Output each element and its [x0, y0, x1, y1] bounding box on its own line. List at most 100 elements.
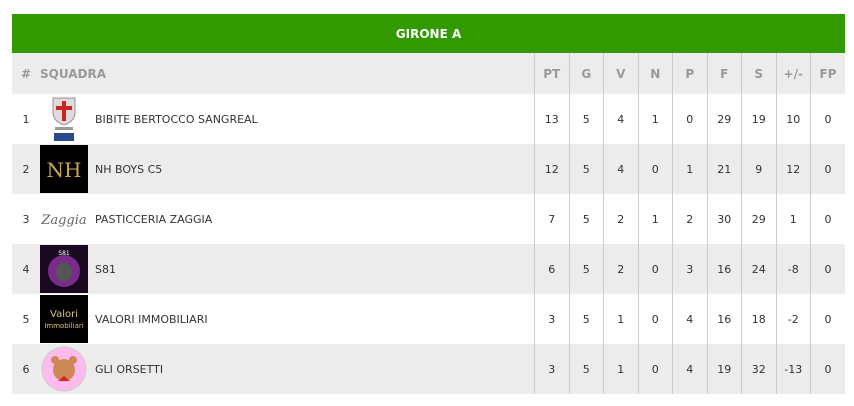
standings-table: GIRONE A # SQUADRA PT G V N P F S +/- FP 1 BIBITE B… [12, 14, 845, 394]
column-header-pos: # [12, 53, 40, 94]
position: 1 [12, 94, 40, 144]
stat-fp: 0 [810, 144, 845, 194]
team-cell: Valori Immobiliari VALORI IMMOBILIARI [40, 294, 535, 344]
stat-v: 2 [603, 194, 638, 244]
column-header-n: N [637, 53, 673, 94]
team-cell: GLI ORSETTI [40, 344, 535, 394]
stat-fp: 0 [810, 94, 845, 144]
stat-f: 30 [706, 194, 742, 244]
table-row: 4 S81 S81 6 5 2 0 3 16 24 -8 0 [12, 244, 845, 294]
team-name[interactable]: NH BOYS C5 [95, 162, 163, 176]
position: 6 [12, 344, 40, 394]
stat-v: 2 [603, 244, 638, 294]
table-row: 2 NH NH BOYS C5 12 5 4 0 1 21 9 12 0 [12, 144, 845, 194]
stat-pt: 6 [534, 244, 569, 294]
stat-n: 1 [637, 94, 673, 144]
stat-s: 24 [741, 244, 776, 294]
svg-text:S81: S81 [58, 250, 70, 257]
stat-p: 3 [672, 244, 707, 294]
team-cell: NH NH BOYS C5 [40, 144, 535, 194]
stat-pt: 13 [534, 94, 569, 144]
team-cell: BIBITE BERTOCCO SANGREAL [40, 94, 535, 144]
nh-gold-logo-icon: NH [40, 145, 88, 193]
stat-diff: 10 [775, 94, 811, 144]
position: 4 [12, 244, 40, 294]
stat-fp: 0 [810, 194, 845, 244]
stat-s: 32 [741, 344, 776, 394]
column-header-diff: +/- [775, 53, 811, 94]
stat-pt: 12 [534, 144, 569, 194]
svg-text:NH: NH [47, 158, 82, 182]
column-header-pt: PT [534, 53, 569, 94]
zaggia-script-logo-icon: Zaggia [40, 195, 88, 243]
stat-fp: 0 [810, 294, 845, 344]
stat-f: 21 [706, 144, 742, 194]
svg-text:Immobiliari: Immobiliari [44, 322, 83, 330]
team-name[interactable]: BIBITE BERTOCCO SANGREAL [95, 112, 258, 126]
stat-s: 19 [741, 94, 776, 144]
column-header-v: V [603, 53, 638, 94]
column-header-s: S [741, 53, 776, 94]
stat-f: 19 [706, 344, 742, 394]
table-row: 1 BIBITE BERTOCCO SANGREAL 13 5 4 1 0 29 19 10 0 [12, 94, 845, 144]
svg-text:Valori: Valori [50, 309, 78, 320]
stat-s: 29 [741, 194, 776, 244]
team-name[interactable]: S81 [95, 262, 116, 276]
stat-f: 16 [706, 294, 742, 344]
stat-p: 1 [672, 144, 707, 194]
stat-p: 4 [672, 294, 707, 344]
column-header-fp: FP [810, 53, 845, 94]
stat-pt: 3 [534, 294, 569, 344]
column-header-f: F [706, 53, 742, 94]
stat-p: 4 [672, 344, 707, 394]
sangreal-shield-logo-icon [40, 95, 88, 143]
stat-s: 18 [741, 294, 776, 344]
stat-s: 9 [741, 144, 776, 194]
stat-g: 5 [568, 344, 604, 394]
stat-g: 5 [568, 194, 604, 244]
table-row: 3 Zaggia PASTICCERIA ZAGGIA 7 5 2 1 2 30 29 1 0 [12, 194, 845, 244]
stat-f: 16 [706, 244, 742, 294]
stat-g: 5 [568, 294, 604, 344]
stat-p: 0 [672, 94, 707, 144]
group-title: GIRONE A [12, 14, 845, 53]
team-cell: Zaggia PASTICCERIA ZAGGIA [40, 194, 535, 244]
stat-n: 0 [637, 244, 673, 294]
s81-alien-logo-icon: S81 [40, 245, 88, 293]
stat-pt: 3 [534, 344, 569, 394]
position: 2 [12, 144, 40, 194]
table-row: 6 GLI ORSETTI 3 5 1 0 4 19 32 -13 0 [12, 344, 845, 394]
stat-n: 0 [637, 344, 673, 394]
stat-n: 1 [637, 194, 673, 244]
team-cell: S81 S81 [40, 244, 535, 294]
stat-diff: 1 [775, 194, 811, 244]
valori-immobiliari-logo-icon: Valori Immobiliari [40, 295, 88, 343]
column-header-squadra: SQUADRA [40, 53, 535, 94]
stat-v: 4 [603, 94, 638, 144]
position: 5 [12, 294, 40, 344]
stat-diff: -2 [775, 294, 811, 344]
stat-fp: 0 [810, 344, 845, 394]
team-name[interactable]: VALORI IMMOBILIARI [95, 312, 208, 326]
column-header-g: G [568, 53, 604, 94]
stat-diff: 12 [775, 144, 811, 194]
stat-g: 5 [568, 144, 604, 194]
stat-n: 0 [637, 144, 673, 194]
stat-v: 1 [603, 294, 638, 344]
team-name[interactable]: PASTICCERIA ZAGGIA [95, 212, 213, 226]
stat-fp: 0 [810, 244, 845, 294]
stat-pt: 7 [534, 194, 569, 244]
table-row: 5 Valori Immobiliari VALORI IMMOBILIARI 3 5 1 0… [12, 294, 845, 344]
stat-v: 4 [603, 144, 638, 194]
stat-p: 2 [672, 194, 707, 244]
svg-text:Zaggia: Zaggia [40, 213, 86, 228]
stat-diff: -13 [775, 344, 811, 394]
stat-diff: -8 [775, 244, 811, 294]
stat-g: 5 [568, 94, 604, 144]
stat-g: 5 [568, 244, 604, 294]
team-name[interactable]: GLI ORSETTI [95, 362, 164, 376]
column-header-p: P [672, 53, 707, 94]
stat-f: 29 [706, 94, 742, 144]
orsetti-bear-logo-icon [40, 345, 88, 393]
stat-n: 0 [637, 294, 673, 344]
